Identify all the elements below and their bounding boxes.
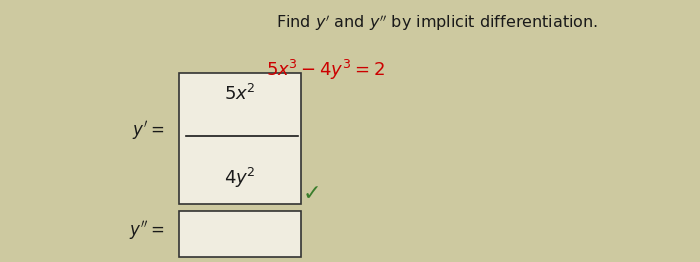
Text: $5x^2$: $5x^2$	[224, 84, 256, 104]
Text: $4y^2$: $4y^2$	[224, 166, 256, 190]
Text: ✓: ✓	[302, 184, 321, 204]
Text: $y' =$: $y' =$	[132, 119, 164, 143]
FancyBboxPatch shape	[178, 211, 301, 257]
FancyBboxPatch shape	[178, 73, 301, 204]
Text: $y'' =$: $y'' =$	[129, 219, 164, 242]
Text: $5x^3 - 4y^3 = 2$: $5x^3 - 4y^3 = 2$	[266, 58, 385, 82]
Text: Find $y'$ and $y''$ by implicit differentiation.: Find $y'$ and $y''$ by implicit differen…	[276, 13, 598, 33]
